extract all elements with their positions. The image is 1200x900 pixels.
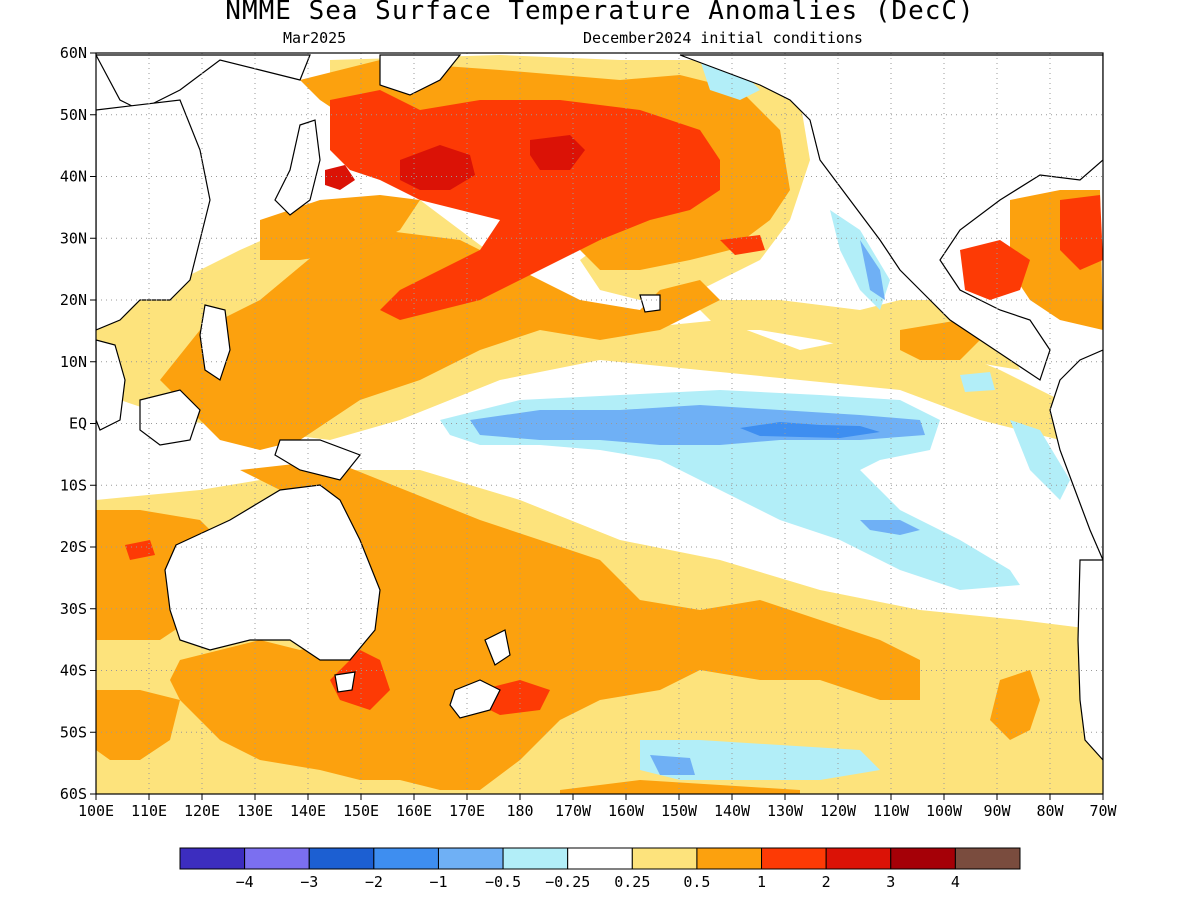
lon-tick-label: 150W xyxy=(661,802,698,820)
colorbar-swatch xyxy=(761,847,827,870)
lon-tick-label: 80W xyxy=(1036,802,1064,820)
lat-tick-label: EQ xyxy=(69,415,87,433)
map-title: NMME Sea Surface Temperature Anomalies (… xyxy=(225,0,975,26)
anomaly-band-2-3 xyxy=(325,135,585,190)
lon-tick-label: 170W xyxy=(555,802,592,820)
lon-tick-label: 100W xyxy=(926,802,963,820)
forecast-month: Mar2025 xyxy=(283,29,347,47)
lon-tick-label: 70W xyxy=(1089,802,1117,820)
colorbar-label: −4 xyxy=(236,873,254,891)
colorbar-label: −1 xyxy=(429,873,447,891)
lon-tick-label: 90W xyxy=(983,802,1011,820)
colorbar-label: −2 xyxy=(365,873,383,891)
colorbar-swatch xyxy=(373,847,439,870)
latitude-axis: 60N 50N 40N 30N 20N 10N EQ 10S 20S 30S 40S 50S 60S xyxy=(60,44,96,803)
lon-tick-label: 130E xyxy=(237,802,273,820)
lat-tick-label: 40N xyxy=(60,168,87,186)
lon-tick-label: 180 xyxy=(506,802,533,820)
colorbar-swatch xyxy=(244,847,310,870)
lat-tick-label: 60N xyxy=(60,44,87,62)
colorbar-label: 3 xyxy=(886,873,895,891)
lon-tick-label: 100E xyxy=(78,802,114,820)
colorbar-label: 2 xyxy=(822,873,831,891)
initial-conditions: December2024 initial conditions xyxy=(583,29,863,47)
lat-tick-label: 20N xyxy=(60,291,87,309)
lat-tick-label: 60S xyxy=(60,785,87,803)
map-plot-area xyxy=(96,53,1103,794)
colorbar-label: 1 xyxy=(757,873,766,891)
colorbar-swatch xyxy=(179,847,246,870)
anomaly-band-neg1-neg2 xyxy=(740,422,880,438)
lon-tick-label: 110W xyxy=(873,802,910,820)
lon-tick-label: 140W xyxy=(714,802,751,820)
lon-tick-label: 160E xyxy=(396,802,432,820)
lon-tick-label: 120W xyxy=(820,802,857,820)
colorbar-labels: −4 −3 −2 −1 −0.5 −0.25 0.25 0.5 1 2 3 4 xyxy=(236,873,960,891)
lon-tick-label: 150E xyxy=(343,802,379,820)
colorbar-swatch xyxy=(502,847,569,870)
lon-tick-label: 140E xyxy=(290,802,326,820)
colorbar xyxy=(179,847,1021,870)
land-masses xyxy=(96,54,1103,761)
colorbar-label: −0.5 xyxy=(485,873,521,891)
lat-tick-label: 20S xyxy=(60,538,87,556)
lat-tick-label: 30N xyxy=(60,229,87,247)
lat-tick-label: 30S xyxy=(60,600,87,618)
colorbar-swatch xyxy=(631,847,698,870)
colorbar-swatch xyxy=(437,847,504,870)
colorbar-label: 4 xyxy=(951,873,960,891)
lon-tick-label: 170E xyxy=(449,802,485,820)
lat-tick-label: 50N xyxy=(60,106,87,124)
lat-tick-label: 50S xyxy=(60,723,87,741)
lon-tick-label: 110E xyxy=(131,802,167,820)
colorbar-swatch xyxy=(954,847,1021,870)
colorbar-label: 0.25 xyxy=(614,873,650,891)
lon-tick-label: 120E xyxy=(184,802,220,820)
graticule xyxy=(96,53,1103,794)
colorbar-swatch xyxy=(696,847,763,870)
longitude-axis: 100E 110E 120E 130E 140E 150E 160E 170E 180 170W 1… xyxy=(78,794,1118,820)
lat-tick-label: 40S xyxy=(60,662,87,680)
colorbar-label: −0.25 xyxy=(545,873,590,891)
colorbar-swatch xyxy=(567,847,633,870)
lon-tick-label: 130W xyxy=(767,802,804,820)
colorbar-swatch xyxy=(890,847,956,870)
colorbar-swatch xyxy=(308,847,375,870)
colorbar-swatch xyxy=(825,847,892,870)
lat-tick-label: 10S xyxy=(60,476,87,494)
colorbar-label: −3 xyxy=(300,873,318,891)
lat-tick-label: 10N xyxy=(60,353,87,371)
anomaly-band-1-2 xyxy=(125,55,1103,715)
colorbar-label: 0.5 xyxy=(683,873,710,891)
lon-tick-label: 160W xyxy=(608,802,645,820)
